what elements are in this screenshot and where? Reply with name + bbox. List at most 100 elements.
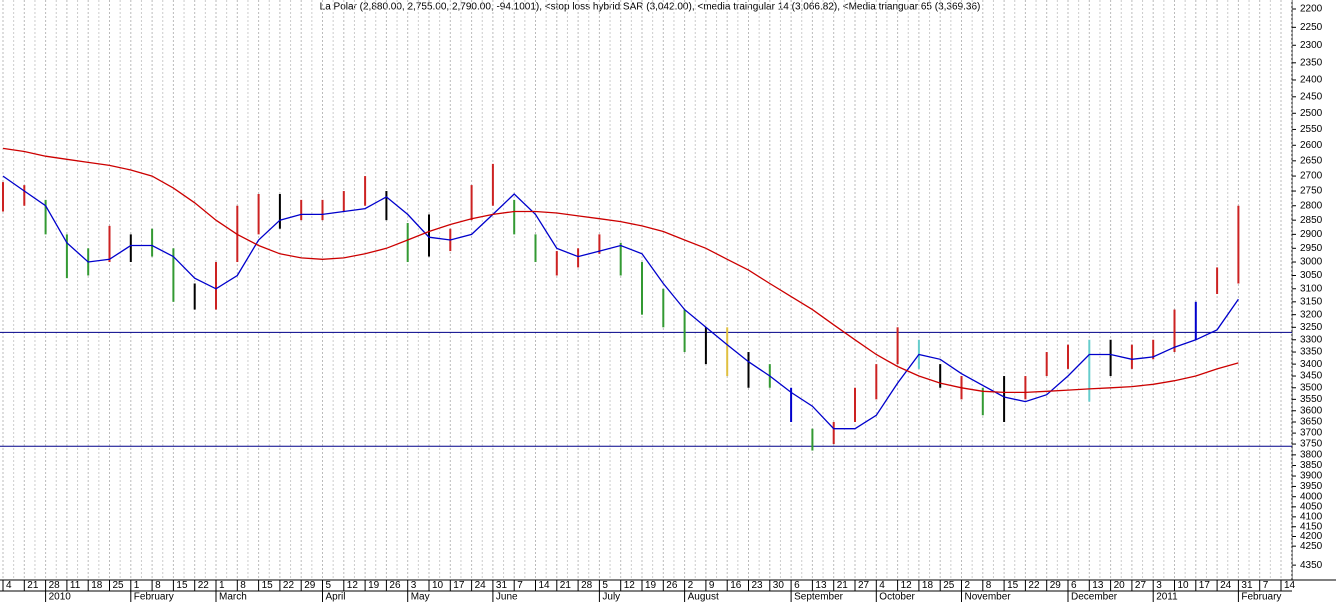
month-label: November [965,592,1012,602]
x-tick-label: 10 [1178,580,1190,591]
x-tick-label: 13 [1092,580,1104,591]
x-tick-label: 5 [602,580,608,591]
month-label: July [602,592,620,602]
y-tick-label: 4200 [1300,531,1323,542]
x-tick-label: 1 [134,580,140,591]
x-tick-label: 29 [1050,580,1062,591]
y-tick-label: 4050 [1300,501,1323,512]
y-tick-label: 2600 [1300,140,1323,151]
x-tick-label: 22 [1028,580,1040,591]
moving-average-line [2,147,1239,394]
x-tick-label: 24 [475,580,487,591]
month-label: 2011 [1156,592,1178,602]
x-tick-label: 8 [240,580,246,591]
month-label: October [879,592,915,602]
x-tick-label: 13 [815,580,827,591]
month-label: February [1241,592,1281,602]
x-tick-label: 23 [752,580,764,591]
y-tick-label: 2550 [1300,124,1323,135]
x-tick-label: 7 [1263,580,1269,591]
x-tick-label: 12 [901,580,913,591]
y-tick-label: 3600 [1300,405,1323,416]
x-tick-label: 6 [1071,580,1077,591]
x-tick-label: 15 [262,580,274,591]
month-label: June [496,592,518,602]
y-tick-label: 2800 [1300,200,1323,211]
x-tick-label: 4 [879,580,885,591]
y-tick-label: 2250 [1300,22,1323,33]
x-tick-label: 26 [389,580,401,591]
x-tick-label: 15 [176,580,188,591]
x-tick-label: 12 [624,580,636,591]
x-tick-label: 2 [965,580,971,591]
month-label: March [219,592,247,602]
x-tick-label: 29 [304,580,316,591]
y-tick-label: 2450 [1300,91,1323,102]
x-tick-label: 19 [645,580,657,591]
x-tick-label: 12 [347,580,359,591]
month-label: December [1071,592,1118,602]
y-tick-label: 3050 [1300,270,1323,281]
x-tick-label: 5 [326,580,332,591]
x-tick-label: 17 [1199,580,1211,591]
y-tick-label: 3850 [1300,460,1323,471]
moving-average-line [2,175,1239,430]
month-label: May [411,592,430,602]
x-tick-label: 9 [709,580,715,591]
y-tick-label: 3900 [1300,471,1323,482]
y-tick-label: 2750 [1300,186,1323,197]
x-tick-label: 4 [6,580,12,591]
x-tick-label: 6 [794,580,800,591]
x-tick-label: 20 [1114,580,1126,591]
y-tick-label: 3750 [1300,439,1323,450]
x-tick-label: 15 [1007,580,1019,591]
x-tick-label: 8 [155,580,161,591]
x-tick-label: 31 [496,580,508,591]
x-tick-label: 27 [1135,580,1147,591]
x-tick-label: 19 [368,580,380,591]
month-label: August [688,592,719,602]
y-tick-label: 2500 [1300,108,1323,119]
y-tick-label: 4000 [1300,491,1323,502]
x-tick-label: 21 [560,580,572,591]
y-tick-label: 3700 [1300,428,1323,439]
y-tick-label: 2300 [1300,40,1323,51]
y-tick-label: 2950 [1300,243,1323,254]
y-tick-label: 3150 [1300,296,1323,307]
x-tick-label: 10 [432,580,444,591]
x-tick-label: 18 [91,580,103,591]
y-tick-label: 2350 [1300,57,1323,68]
x-tick-label: 14 [1284,580,1296,591]
x-tick-label: 27 [858,580,870,591]
y-tick-label: 3950 [1300,481,1323,492]
x-tick-label: 31 [1241,580,1253,591]
y-tick-label: 3100 [1300,283,1323,294]
y-tick-label: 4100 [1300,511,1323,522]
x-tick-label: 28 [49,580,61,591]
y-tick-label: 3650 [1300,417,1323,428]
x-tick-label: 22 [283,580,295,591]
y-tick-label: 3400 [1300,359,1323,370]
x-tick-label: 21 [837,580,849,591]
chart-title: La Polar (2,880.00, 2,755.00, 2,790.00, … [320,2,981,13]
x-tick-label: 28 [581,580,593,591]
x-tick-label: 16 [730,580,742,591]
month-label: September [794,592,844,602]
x-tick-label: 25 [943,580,955,591]
y-tick-label: 3500 [1300,382,1323,393]
y-tick-label: 2850 [1300,215,1323,226]
y-tick-label: 3300 [1300,334,1323,345]
x-tick-label: 25 [113,580,125,591]
x-tick-label: 21 [27,580,39,591]
x-tick-label: 30 [773,580,785,591]
y-tick-label: 3350 [1300,347,1323,358]
month-label: February [134,592,174,602]
x-tick-label: 24 [1220,580,1232,591]
x-tick-label: 3 [411,580,417,591]
y-tick-label: 2900 [1300,229,1323,240]
x-tick-label: 7 [517,580,523,591]
x-tick-label: 1 [219,580,225,591]
y-tick-label: 4350 [1300,560,1323,571]
